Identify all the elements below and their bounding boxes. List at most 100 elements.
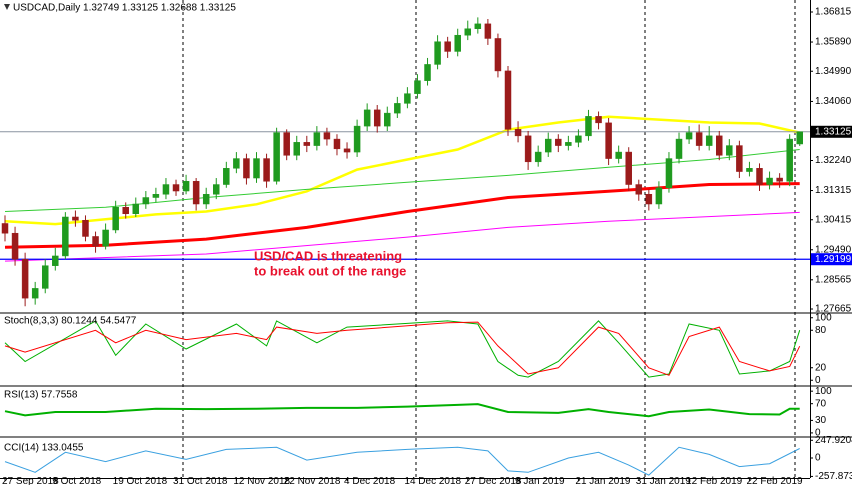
candle-body: [41, 265, 49, 289]
y-tick-label: 1.28565: [815, 274, 852, 285]
chart-header: USDCAD,Daily 1.32749 1.33125 1.32688 1.3…: [13, 3, 236, 14]
level-label-box: [811, 253, 852, 266]
current-price-label: 1.33125: [815, 126, 852, 137]
y-tick-label: 1.35890: [815, 37, 852, 48]
candle-body: [122, 207, 129, 214]
y-tick-label: 80: [815, 325, 827, 336]
candle-body: [323, 132, 331, 140]
candle-body: [293, 142, 300, 156]
candle-body: [766, 177, 773, 185]
x-tick-label: 9 Oct 2018: [52, 476, 101, 485]
candle-body: [333, 138, 341, 150]
candle-body: [595, 116, 602, 124]
candle-body: [414, 80, 421, 94]
candle-body: [705, 135, 713, 146]
x-tick-label: 19 Oct 2018: [113, 476, 168, 485]
current-price-box: [811, 125, 852, 138]
candle-body: [796, 131, 803, 145]
candle-body: [303, 142, 311, 146]
candle-body: [233, 158, 240, 169]
candle-body: [92, 236, 99, 247]
x-tick-label: 12 Nov 2018: [233, 476, 290, 485]
candle-body: [665, 158, 673, 189]
y-tick-label: 247.9204: [815, 435, 852, 446]
candle-body: [454, 34, 461, 52]
candle-body: [172, 184, 180, 192]
candle-body: [786, 138, 793, 182]
candle-body: [504, 70, 512, 130]
candle-body: [394, 103, 401, 114]
x-tick-label: 27 Sep 2018: [2, 476, 59, 485]
y-tick-label: 1.32240: [815, 155, 852, 166]
candle-body: [213, 184, 220, 195]
indicator-line: [4, 115, 800, 226]
candle-body: [313, 132, 321, 146]
candle-body: [353, 125, 361, 153]
indicator-line: [4, 403, 800, 418]
candle-body: [534, 151, 542, 163]
candle-body: [424, 64, 431, 81]
candle-body: [434, 41, 441, 65]
candle-body: [52, 255, 59, 266]
x-tick-label: 27 Dec 2018: [465, 476, 522, 485]
candle-body: [645, 194, 653, 205]
y-tick-label: 70: [815, 398, 827, 409]
candle-body: [514, 129, 522, 137]
x-tick-label: 9 Jan 2019: [515, 476, 565, 485]
candle-body: [575, 135, 582, 143]
annotation: USD/CAD is threatening: [254, 248, 402, 263]
candle-body: [464, 28, 472, 36]
x-tick-label: 31 Jan 2019: [636, 476, 691, 485]
candle-body: [273, 132, 280, 182]
y-tick-label: 100: [815, 312, 832, 323]
candle-body: [776, 177, 783, 182]
candle-body: [283, 132, 290, 156]
candle-body: [524, 135, 532, 163]
y-tick-label: 100: [815, 386, 832, 397]
indicator-title: RSI(13) 57.7558: [4, 390, 78, 401]
candle-body: [746, 168, 753, 172]
candle-body: [635, 184, 643, 195]
indicator-title: CCI(14) 133.0455: [4, 443, 84, 454]
candle-body: [363, 109, 371, 127]
candle-body: [565, 142, 572, 146]
y-tick-label: 1.34990: [815, 66, 852, 77]
candle-body: [343, 148, 351, 153]
y-tick-label: 1.29490: [815, 244, 852, 255]
candle-body: [62, 216, 69, 257]
x-tick-label: 22 Nov 2018: [284, 476, 341, 485]
y-tick-label: -257.8739: [815, 471, 852, 482]
candle-body: [444, 41, 451, 52]
y-tick-label: 20: [815, 362, 827, 373]
candle-body: [726, 145, 733, 156]
candle-body: [756, 168, 763, 185]
x-tick-label: 31 Oct 2018: [173, 476, 228, 485]
candle-body: [11, 232, 19, 260]
candle-body: [384, 112, 391, 127]
symbol-icon: [4, 4, 10, 10]
y-tick-label: 1.27665: [815, 304, 852, 315]
candle-body: [102, 229, 109, 247]
candle-body: [243, 158, 250, 179]
candle-body: [625, 151, 632, 185]
candle-body: [716, 135, 723, 156]
x-tick-label: 22 Feb 2019: [746, 476, 803, 485]
x-tick-label: 4 Dec 2018: [344, 476, 396, 485]
y-tick-label: 1.30415: [815, 214, 852, 225]
y-tick-label: 1.34060: [815, 96, 852, 107]
indicator-line: [4, 149, 800, 212]
candle-body: [142, 197, 150, 205]
indicator-line: [4, 182, 800, 249]
indicator-title: Stoch(8,3,3) 80.1244 54.5477: [4, 316, 137, 327]
candle-body: [1, 223, 9, 234]
candle-body: [605, 122, 612, 159]
indicator-line: [4, 321, 801, 376]
candle-body: [82, 219, 89, 237]
candle-body: [675, 138, 683, 159]
candle-body: [223, 168, 230, 185]
candle-body: [182, 181, 190, 192]
y-tick-label: 1.36815: [815, 7, 852, 18]
candle-body: [655, 187, 663, 205]
candle-body: [263, 158, 270, 182]
